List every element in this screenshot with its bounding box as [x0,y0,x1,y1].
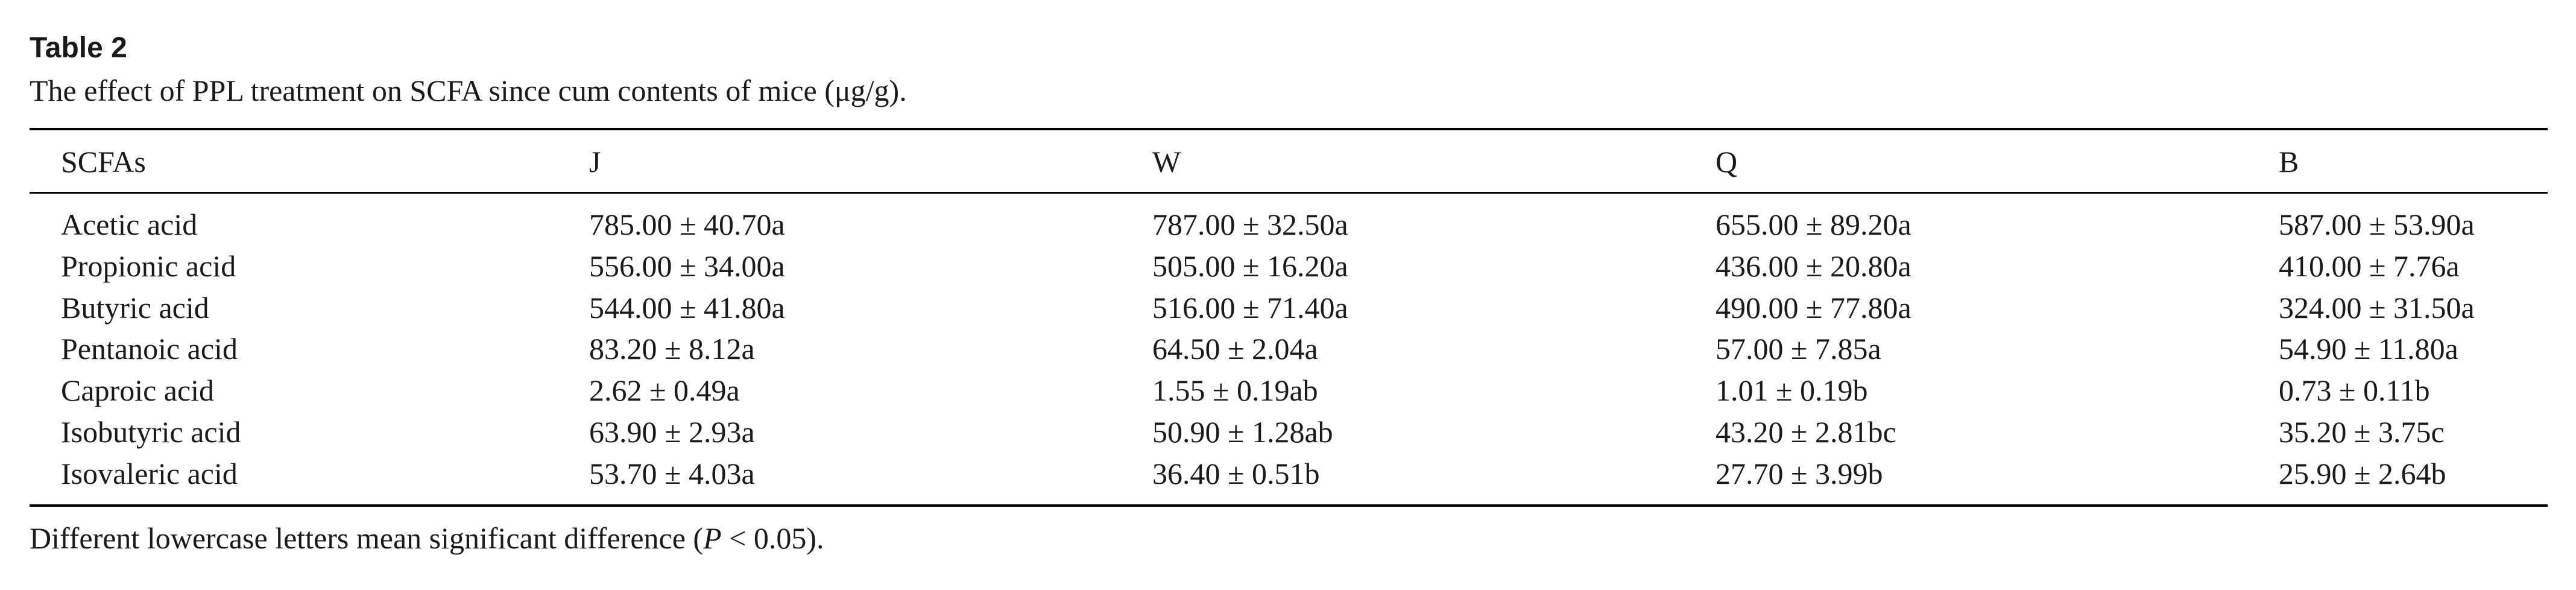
column-header: W [1152,145,1181,179]
bottom-rule [30,504,2548,507]
table-title: Table 2 [30,32,127,64]
cell: 505.00 ± 16.20a [1152,249,1348,283]
cell: 544.00 ± 41.80a [589,290,785,325]
cell: 0.73 ± 0.11b [2279,373,2430,408]
cell: 655.00 ± 89.20a [1716,208,1911,241]
cell: 785.00 ± 40.70a [589,208,785,241]
cell: 63.90 ± 2.93a [589,415,755,449]
cell: 490.00 ± 77.80a [1716,290,1911,325]
cell: 43.20 ± 2.81bc [1716,415,1896,449]
header-rule [30,192,2548,194]
cell: 35.20 ± 3.75c [2279,415,2445,449]
cell: 53.70 ± 4.03a [589,456,755,490]
table-caption: The effect of PPL treatment on SCFA sinc… [30,74,907,107]
row-label: Isovaleric acid [61,456,238,490]
row-label: Butyric acid [61,290,209,325]
row-label: Pentanoic acid [61,332,238,366]
column-header: Q [1716,145,1738,179]
cell: 27.70 ± 3.99b [1716,456,1883,490]
row-label: Isobutyric acid [61,415,241,449]
row-label: Acetic acid [61,208,198,241]
cell: 436.00 ± 20.80a [1716,249,1911,283]
footnote-italic: P [703,521,722,555]
row-label: Caproic acid [61,373,215,408]
cell: 410.00 ± 7.76a [2279,249,2460,283]
footnote: Different lowercase letters mean signifi… [30,520,824,556]
cell: 1.01 ± 0.19b [1716,373,1868,408]
cell: 36.40 ± 0.51b [1152,456,1320,490]
column-header: B [2279,145,2299,179]
cell: 50.90 ± 1.28ab [1152,415,1333,449]
cell: 587.00 ± 53.90a [2279,208,2475,241]
cell: 556.00 ± 34.00a [589,249,785,283]
cell: 64.50 ± 2.04a [1152,332,1318,366]
top-rule [30,128,2548,130]
footnote-text: Different lowercase letters mean signifi… [30,521,704,555]
cell: 516.00 ± 71.40a [1152,290,1348,325]
cell: 1.55 ± 0.19ab [1152,373,1318,408]
cell: 2.62 ± 0.49a [589,373,740,408]
cell: 54.90 ± 11.80a [2279,332,2458,366]
cell: 83.20 ± 8.12a [589,332,755,366]
cell: 57.00 ± 7.85a [1716,332,1881,366]
column-header: SCFAs [61,145,146,179]
footnote-text: < 0.05). [721,521,824,555]
row-label: Propionic acid [61,249,236,283]
cell: 787.00 ± 32.50a [1152,208,1348,241]
cell: 25.90 ± 2.64b [2279,456,2446,490]
column-header: J [589,145,601,179]
cell: 324.00 ± 31.50a [2279,290,2475,325]
